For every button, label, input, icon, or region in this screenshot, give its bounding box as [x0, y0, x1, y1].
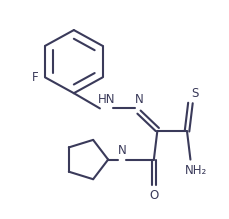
Text: S: S	[190, 87, 197, 100]
Text: N: N	[117, 144, 126, 157]
Text: O: O	[149, 189, 158, 202]
Text: F: F	[31, 71, 38, 84]
Text: HN: HN	[97, 93, 114, 106]
Text: NH₂: NH₂	[184, 164, 206, 177]
Text: N: N	[134, 93, 143, 106]
